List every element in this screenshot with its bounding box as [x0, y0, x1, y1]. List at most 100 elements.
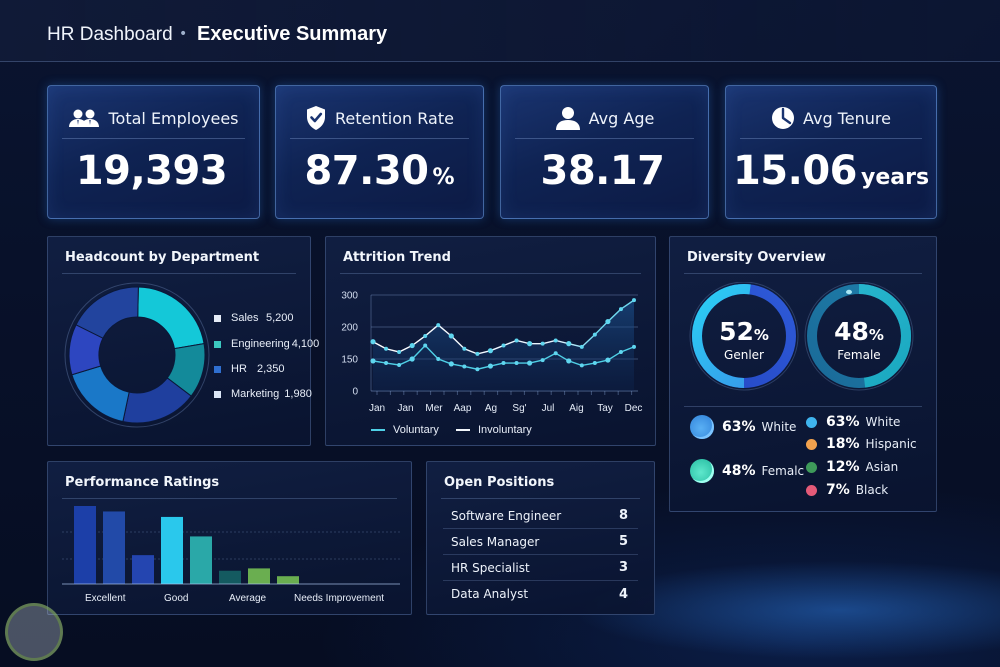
involuntary-point [540, 341, 545, 346]
summary-white: 63% White [690, 415, 796, 439]
performance-bar [132, 555, 154, 584]
legend-item-voluntary: Voluntary [371, 424, 439, 436]
kpi-card-total-employees[interactable]: Total Employees 19,393 [47, 85, 260, 219]
positions-list: Software Engineer 8 Sales Manager 5 HR S… [427, 503, 654, 607]
legend-item-sales: Sales 5,200 [214, 312, 294, 324]
voluntary-point [475, 367, 480, 372]
divider [441, 498, 640, 499]
performance-bar [190, 536, 212, 584]
voluntary-point [384, 361, 389, 366]
voluntary-point [423, 343, 428, 348]
involuntary-point [370, 339, 376, 345]
position-row[interactable]: Software Engineer 8 [443, 503, 638, 529]
person-icon [555, 106, 581, 130]
legend-line [456, 429, 470, 431]
voluntary-point [605, 357, 611, 363]
breakdown-pct: 7% [826, 482, 850, 498]
ring-female: 48% Female [811, 317, 907, 362]
breakdown-pct: 63% [826, 414, 860, 430]
breakdown-label: White [865, 415, 901, 429]
voluntary-point [409, 356, 415, 362]
performance-bar [219, 570, 241, 584]
position-row[interactable]: HR Specialist 3 [443, 555, 638, 581]
ring-value: 48 [834, 317, 869, 346]
divider [290, 138, 469, 139]
divider [340, 273, 641, 274]
divider [515, 138, 694, 139]
ring-value: 52 [719, 317, 754, 346]
legend-label: Sales [231, 312, 259, 324]
users-icon [68, 108, 100, 128]
kpi-card-avg-tenure[interactable]: Avg Tenure 15.06 years [725, 85, 937, 219]
voluntary-point [397, 362, 402, 367]
kpi-suffix: years [860, 165, 930, 190]
involuntary-point [475, 351, 480, 356]
category-label: Good [164, 593, 189, 604]
legend-item-involuntary: Involuntary [456, 424, 532, 436]
female-ring-outline [804, 282, 914, 391]
voluntary-point [632, 344, 636, 349]
donut-outer-ring [64, 282, 210, 428]
involuntary-point [409, 342, 415, 349]
breakdown-label: Asian [865, 460, 899, 474]
position-role: Data Analyst [451, 587, 529, 601]
legend-swatch [214, 314, 221, 322]
voluntary-point [592, 361, 597, 366]
position-row[interactable]: Data Analyst 4 [443, 581, 638, 607]
divider [684, 406, 922, 407]
diversity-panel: Diversity Overview 52% Genler 48% Female… [669, 236, 937, 512]
headcount-donut [64, 282, 210, 428]
legend-swatch [214, 340, 221, 348]
breadcrumb-hr-dashboard[interactable]: HR Dashboard [47, 24, 173, 45]
performance-bar [74, 506, 96, 584]
involuntary-point [553, 338, 558, 343]
voluntary-point [579, 363, 584, 368]
voluntary-point [618, 349, 623, 354]
x-tick-label: Tay [597, 403, 613, 414]
involuntary-point [487, 348, 494, 354]
headcount-panel: Headcount by Department Sales 5,200 Engi… [47, 236, 319, 446]
x-tick-label: Jan [369, 403, 385, 414]
legend-value: 4,100 [291, 338, 320, 350]
dot-icon [806, 438, 817, 450]
position-row[interactable]: Sales Manager 5 [443, 529, 638, 555]
voluntary-point [462, 364, 467, 369]
voluntary-point [514, 361, 519, 366]
summary-pct: 48% [722, 463, 756, 479]
divider [684, 273, 922, 274]
legend-item-marketing: Marketing 1,980 [214, 388, 312, 400]
summary-female: 48% Femalc [690, 459, 804, 483]
panel-title: Diversity Overview [687, 250, 826, 265]
shield-check-icon [305, 105, 327, 131]
ring-gender: 52% Genler [696, 317, 792, 362]
attrition-chart: 0 150 200 300 Jan Jan Mer Aap Ag Sg' Jul Aig Tay Dec [341, 291, 643, 415]
voluntary-point [448, 361, 454, 367]
ring-marker [846, 289, 852, 295]
y-tick-label: 200 [341, 323, 358, 334]
legend-item-engineering: Engineering 4,100 [214, 338, 319, 350]
breakdown-hispanic: 18% Hispanic [806, 436, 917, 452]
dot-icon [806, 461, 817, 473]
x-tick-label: Aig [569, 403, 583, 414]
diversity-rings [689, 282, 914, 391]
breadcrumb-separator: • [179, 26, 188, 42]
position-role: HR Specialist [451, 560, 530, 575]
voluntary-point [553, 351, 558, 356]
involuntary-point [579, 344, 584, 349]
legend-line [371, 429, 385, 431]
legend-item-hr: HR 2,350 [214, 363, 285, 375]
kpi-card-avg-age[interactable]: Avg Age 38.17 [500, 85, 709, 219]
legend-value: 5,200 [266, 312, 294, 324]
female-ring-arc [807, 284, 911, 388]
involuntary-point [448, 333, 454, 339]
category-label: Needs Improvement [294, 593, 385, 604]
voluntary-point [566, 358, 572, 364]
involuntary-point [462, 346, 467, 351]
x-tick-label: Dec [625, 403, 643, 414]
attrition-panel: Attrition Trend 0 150 200 300 Jan Jan Mer Aap Ag… [325, 236, 656, 446]
position-count: 4 [618, 586, 628, 602]
position-count: 8 [618, 508, 628, 523]
divider [62, 273, 296, 274]
breakdown-white: 63% White [806, 414, 900, 430]
kpi-card-retention-rate[interactable]: Retention Rate 87.30 % [275, 85, 484, 219]
